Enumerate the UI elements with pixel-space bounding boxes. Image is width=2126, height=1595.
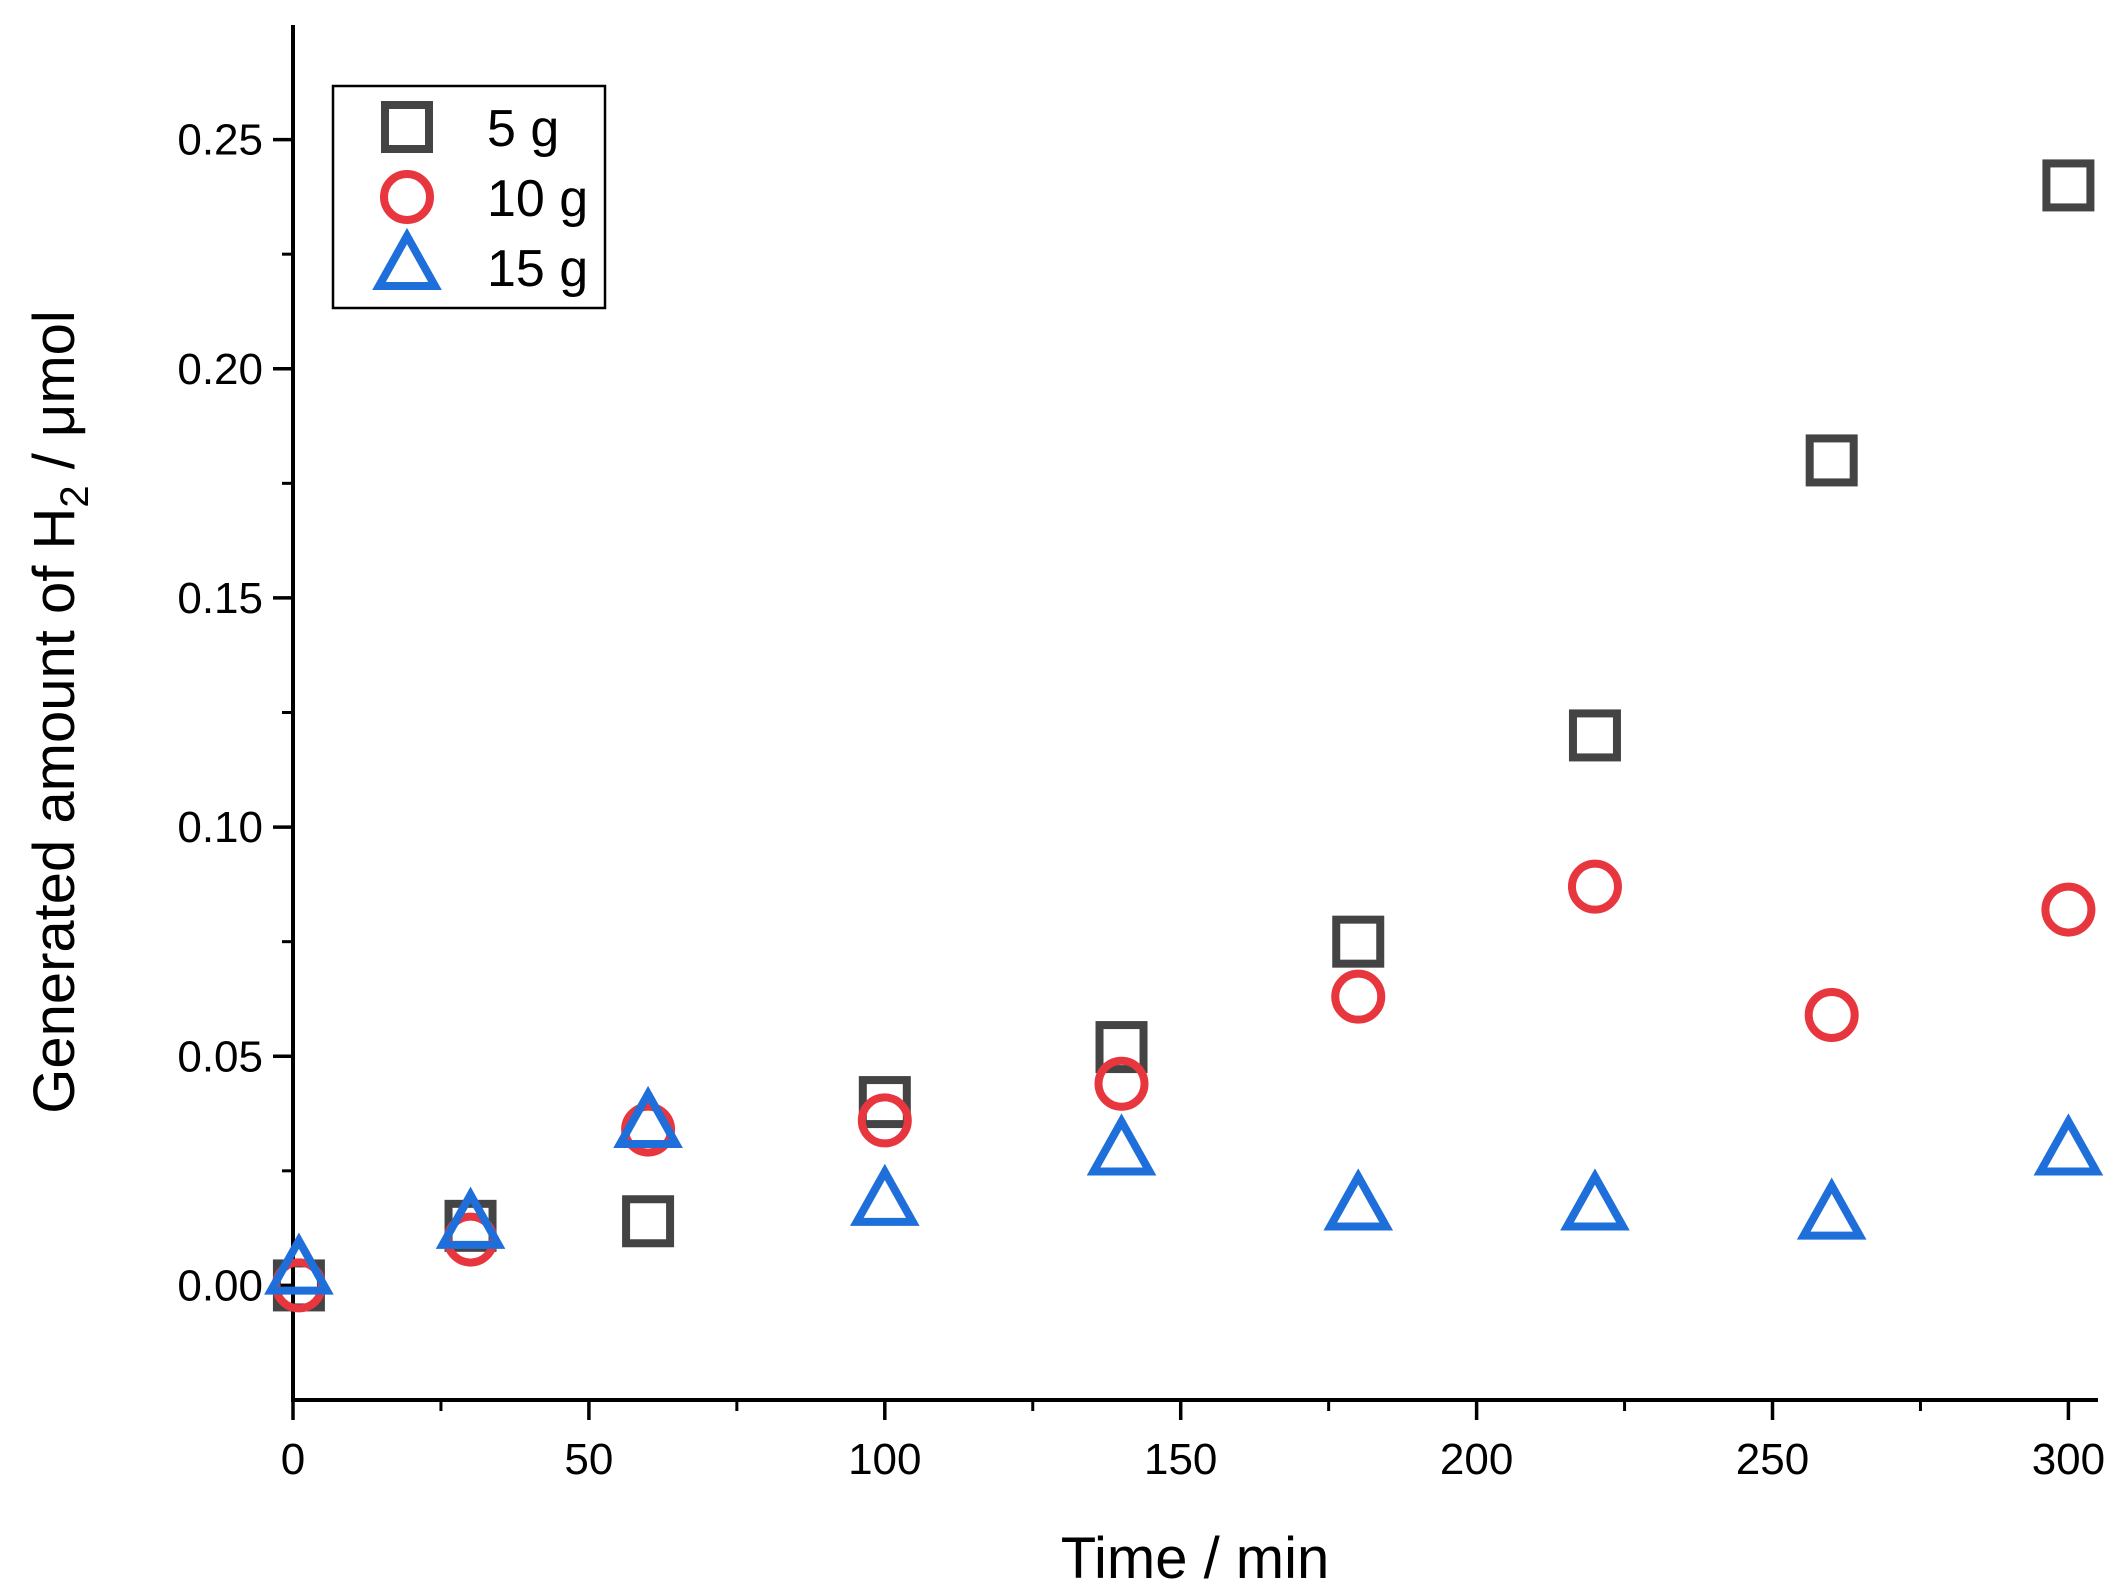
y-tick-label: 0.20 [177, 345, 263, 394]
x-tick-label: 200 [1440, 1435, 1513, 1484]
plot-area [264, 159, 2104, 1313]
x-tick-label: 150 [1144, 1435, 1217, 1484]
series-10g-point [857, 1093, 912, 1148]
y-tick-label: 0.25 [177, 116, 263, 165]
series-10g-point [1094, 1056, 1149, 1111]
x-tick-label: 0 [281, 1435, 305, 1484]
series-5g-point [1095, 1021, 1148, 1074]
series-5g-point [2042, 159, 2095, 212]
x-axis-title: Time / min [1061, 1526, 1330, 1591]
y-tick-label: 0.15 [177, 574, 263, 623]
series-10g-point [1804, 988, 1859, 1042]
x-ticks: 0 50 100 150 200 250 300 [281, 1400, 2105, 1484]
series-15g-point [435, 1186, 506, 1249]
series-10g-point [1567, 859, 1622, 914]
y-axis-title-main: Generated amount of H [22, 508, 87, 1114]
y-tick-label: 0.00 [177, 1261, 263, 1310]
y-axis-title-subscript: 2 [53, 485, 97, 507]
legend: 5 g 10 g 15 g [331, 84, 607, 310]
series-5g-point [1805, 434, 1858, 487]
legend-15g-marker [372, 227, 442, 290]
legend-15g-label: 15 g [487, 240, 588, 298]
series-15g-point [1086, 1113, 1157, 1176]
series-5g-point [1332, 915, 1385, 968]
y-axis-title-unit: / μmol [22, 310, 87, 485]
series-5g-point [622, 1195, 675, 1248]
series-15g-point [1323, 1168, 1394, 1231]
series-15g-point [2033, 1113, 2104, 1176]
series-15g-point [1796, 1177, 1867, 1240]
x-tick-label: 50 [564, 1435, 613, 1484]
y-axis-title: Generated amount of H2 / μmol [22, 310, 97, 1114]
x-tick-label: 250 [1736, 1435, 1809, 1484]
y-tick-label: 0.05 [177, 1032, 263, 1081]
series-15g-point [613, 1085, 683, 1148]
legend-10g-marker [380, 170, 434, 224]
legend-5g-label: 5 g [487, 100, 559, 158]
series-5g-point [858, 1076, 911, 1129]
x-tick-label: 300 [2032, 1435, 2105, 1484]
y-ticks: 0.00 0.05 0.10 0.15 0.20 0.25 [177, 116, 293, 1310]
series-10g-point [1331, 969, 1386, 1024]
series-10g-point [2041, 882, 2096, 937]
x-tick-label: 100 [848, 1435, 921, 1484]
legend-box [331, 84, 607, 310]
series-5g-point [1568, 709, 1621, 762]
series-15g-point [264, 1232, 334, 1295]
series-15g-point [1560, 1168, 1630, 1231]
legend-5g-marker [381, 101, 433, 153]
y-tick-label: 0.10 [177, 803, 263, 852]
series-15g-point [849, 1163, 920, 1226]
legend-10g-label: 10 g [487, 170, 588, 228]
